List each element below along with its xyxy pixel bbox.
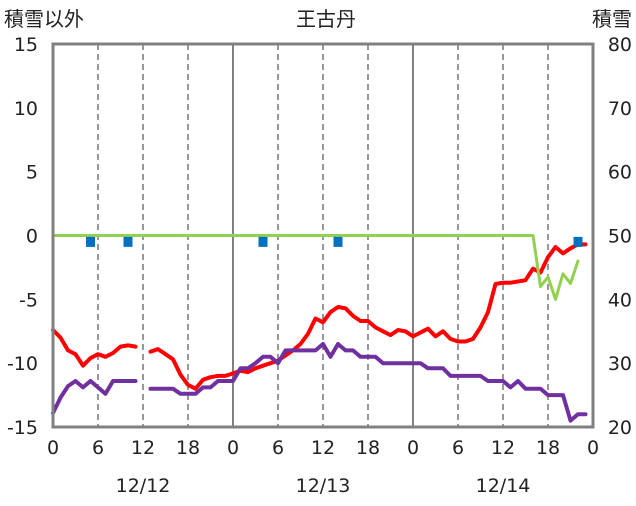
x-date-label: 12/13 [296, 475, 351, 497]
left-y-tick-label: -5 [19, 289, 38, 311]
x-tick-label: 18 [176, 437, 200, 459]
chart-title: 王古丹 [296, 7, 356, 31]
left-y-tick-label: -15 [7, 417, 38, 439]
left-y-tick-label: 10 [14, 98, 38, 120]
x-date-label: 12/12 [116, 475, 171, 497]
series-marker-blue [123, 236, 133, 247]
x-tick-label: 0 [407, 437, 419, 459]
right-y-tick-label: 80 [608, 34, 632, 56]
series-line-green [51, 234, 580, 301]
right-y-tick-label: 40 [608, 289, 632, 311]
x-tick-label: 0 [587, 437, 599, 459]
series-layer [51, 234, 588, 423]
series-line-purple [148, 342, 588, 423]
series-marker-blue [86, 236, 95, 247]
series-marker-blue [333, 236, 343, 247]
left-y-tick-label: 5 [26, 162, 38, 184]
x-tick-label: 0 [227, 437, 239, 459]
x-tick-label: 12 [131, 437, 155, 459]
series-marker-blue [573, 236, 583, 247]
series-line-red [148, 242, 588, 391]
series-line-purple [51, 379, 138, 415]
left-y-tick-label: 0 [26, 226, 38, 248]
frame-layer [51, 42, 595, 429]
x-tick-label: 6 [92, 437, 104, 459]
left-y-tick-label: 15 [14, 34, 38, 56]
right-y-tick-label: 50 [608, 226, 632, 248]
x-tick-label: 6 [272, 437, 284, 459]
left-axis-label: 積雪以外 [4, 7, 84, 31]
series-marker-blue [258, 236, 268, 247]
x-tick-label: 12 [491, 437, 515, 459]
right-y-tick-label: 60 [608, 162, 632, 184]
x-tick-label: 18 [536, 437, 560, 459]
x-tick-label: 0 [47, 437, 59, 459]
right-axis-label: 積雪 [592, 7, 632, 31]
right-y-tick-label: 70 [608, 98, 632, 120]
x-date-label: 12/14 [476, 475, 531, 497]
x-tick-label: 12 [311, 437, 335, 459]
left-y-tick-label: -10 [7, 353, 38, 375]
plot-frame [51, 42, 595, 429]
right-y-tick-label: 20 [608, 417, 632, 439]
series-line-red [51, 328, 138, 368]
right-y-tick-label: 30 [608, 353, 632, 375]
x-tick-label: 6 [452, 437, 464, 459]
x-tick-label: 18 [356, 437, 380, 459]
